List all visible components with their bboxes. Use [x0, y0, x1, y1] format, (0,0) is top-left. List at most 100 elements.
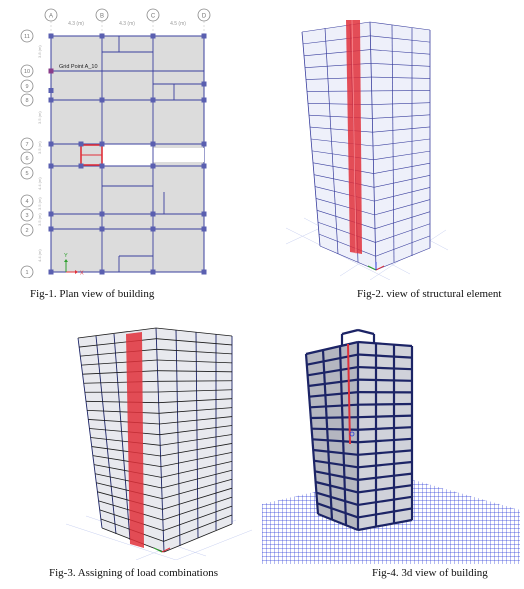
row-dim-5: 3.5 (m)	[37, 197, 42, 210]
floor-beam	[307, 103, 373, 105]
floor-beam	[372, 114, 431, 119]
frame-column	[338, 345, 348, 526]
floor-beam	[373, 162, 431, 174]
axis-triad-icon	[153, 547, 171, 553]
floor-beam	[370, 63, 431, 67]
axis-y-label: Y	[64, 253, 68, 259]
floor-beam	[77, 327, 157, 339]
plan-beams	[51, 36, 204, 272]
frame-beam	[313, 459, 359, 469]
row-label-6: 6	[25, 156, 28, 162]
floor-beam	[81, 359, 158, 366]
axis-triad-icon: X Y	[64, 253, 84, 277]
structural-element-figure	[285, 19, 449, 280]
floor-beam	[163, 523, 233, 553]
row-label-5: 5	[25, 171, 28, 177]
frame-beam	[357, 365, 413, 371]
floor-beam	[371, 102, 431, 105]
frame-beam	[357, 378, 413, 382]
floor-beam	[374, 187, 431, 202]
frame-beam	[307, 365, 359, 377]
floor-beam	[93, 464, 162, 478]
axis-triad-icon	[367, 262, 385, 271]
floor-beam	[306, 90, 372, 92]
floor-beam	[373, 150, 431, 161]
frame-beam	[305, 340, 359, 356]
fig4-caption: Fig-4. 3d view of building	[372, 567, 488, 579]
axis-x-label: X	[80, 271, 84, 277]
frame-beam	[357, 484, 413, 494]
column	[195, 331, 199, 539]
floor-beam	[155, 327, 233, 337]
row-label-1: 1	[25, 270, 28, 276]
floor-beam	[309, 126, 373, 133]
floor-beam	[83, 380, 158, 384]
core-highlight	[347, 343, 355, 445]
row-dim-4: 4.4 (m)	[37, 177, 42, 190]
highlighted-core	[80, 144, 103, 166]
frame-beam	[357, 518, 413, 532]
frame-beam	[357, 507, 413, 519]
column	[175, 329, 181, 547]
row-label-7: 7	[25, 142, 28, 148]
floor-beam	[157, 370, 233, 373]
floor-beam	[87, 409, 160, 414]
column	[77, 337, 103, 529]
floor-beam	[370, 35, 431, 43]
floor-beam	[318, 233, 376, 257]
tower-frame	[301, 21, 431, 271]
grid-point-label: Grid Point A_10	[59, 64, 98, 70]
row-label-8: 8	[25, 98, 28, 104]
floor-beam	[312, 162, 374, 174]
floor-beam	[374, 199, 431, 216]
floor-beam	[161, 478, 233, 500]
frame-beam	[313, 448, 359, 456]
row-label-4: 4	[25, 199, 28, 205]
floor-beam	[308, 114, 373, 119]
row-label-11: 11	[24, 34, 30, 40]
grid-letter-bubbles: A B C D	[44, 8, 211, 22]
row-dim-1: 3.8 (m)	[37, 45, 42, 58]
floor-beam	[157, 380, 233, 382]
frame-beam	[316, 491, 359, 506]
floor-beam	[79, 338, 157, 348]
fig3-caption: Fig-3. Assigning of load combinations	[49, 567, 218, 579]
floor-beam	[162, 496, 233, 521]
span-label-cd: 4.5 (m)	[170, 21, 186, 27]
row-label-3: 3	[25, 213, 28, 219]
floor-beam	[163, 514, 233, 542]
floor-beam	[372, 126, 431, 133]
grid-letter-d: D	[202, 14, 207, 20]
column	[95, 335, 117, 535]
floor-beam	[162, 487, 233, 510]
frame-beam	[357, 449, 413, 456]
fig1-caption: Fig-1. Plan view of building	[30, 288, 155, 300]
floor-beam	[157, 359, 233, 364]
floor-beam	[88, 419, 160, 425]
frame-beam	[317, 512, 359, 532]
floor-beam	[156, 338, 233, 346]
floor-beam	[89, 428, 160, 436]
row-label-10: 10	[24, 69, 30, 75]
core-wall	[346, 19, 362, 255]
frame-column	[321, 349, 334, 521]
frame-beam	[357, 495, 413, 507]
frame-beam	[314, 470, 359, 481]
floor-beam	[85, 400, 159, 404]
span-label-ab: 4.3 (m)	[68, 21, 84, 27]
row-dim-3: 3.5 (m)	[37, 141, 42, 154]
fig2-caption: Fig-2. view of structural element	[357, 288, 502, 300]
floor-beam	[374, 211, 431, 229]
tower-frame	[77, 327, 233, 553]
grid-letter-b: B	[100, 14, 104, 20]
frame-beam	[357, 414, 413, 419]
floor-beam	[95, 473, 162, 489]
floor-beam	[82, 370, 158, 375]
frame-beam	[357, 340, 413, 348]
frame-beam	[357, 353, 413, 359]
floor-beam	[161, 469, 233, 489]
floor-beam	[92, 455, 162, 468]
floor-beam	[314, 186, 375, 202]
column	[155, 327, 165, 553]
row-dim-2: 3.5 (m)	[37, 111, 42, 124]
